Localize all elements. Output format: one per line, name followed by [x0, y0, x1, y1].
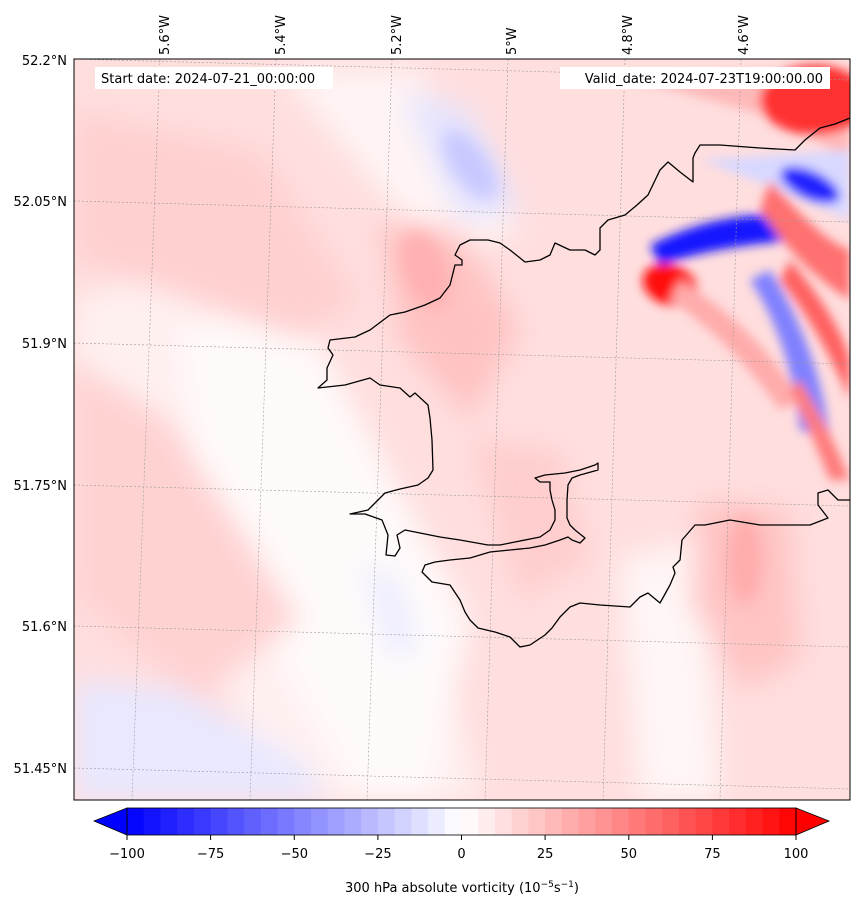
colorbar-bin [695, 808, 713, 835]
colorbar-max-extend [795, 807, 831, 836]
colorbar-bin [411, 808, 429, 835]
colorbar-bin [478, 808, 496, 835]
vorticity-field [74, 59, 850, 800]
lat-tick-label: 51.75°N [14, 479, 67, 494]
lon-tick-label: 4.6°W [737, 15, 752, 55]
colorbar-tick-label: 0 [457, 847, 465, 862]
colorbar-bin [143, 808, 161, 835]
colorbar-tick-label: −50 [281, 847, 308, 862]
lon-tick-label: 5.2°W [390, 15, 405, 55]
lon-tick-label: 4.8°W [621, 15, 636, 55]
colorbar-bin [244, 808, 262, 835]
lat-tick-labels: 52.2°N 52.05°N 51.9°N 51.75°N 51.6°N 51.… [14, 54, 67, 777]
colorbar-bin [227, 808, 245, 835]
colorbar-bin [645, 808, 663, 835]
colorbar-bin [327, 808, 345, 835]
colorbar-bin [127, 808, 145, 835]
colorbar-bin [461, 808, 479, 835]
colorbar-min-extend [92, 807, 128, 836]
lon-tick-labels: 5.6°W 5.4°W 5.2°W 5°W 4.8°W 4.6°W [158, 15, 752, 55]
colorbar-tick-label: −75 [197, 847, 224, 862]
colorbar-bin [310, 808, 329, 835]
lat-tick-label: 51.6°N [22, 620, 67, 635]
colorbar-bin [595, 808, 613, 835]
colorbar-bin [210, 808, 228, 835]
coastline [317, 117, 850, 648]
colorbar-bin [578, 808, 596, 835]
lat-tick-label: 52.2°N [22, 54, 67, 69]
colorbar-bin [494, 808, 513, 835]
colorbar-tick-label: 100 [784, 847, 809, 862]
valid-date-box [560, 67, 830, 89]
colorbar-bin [762, 808, 780, 835]
colorbar-tick-label: −100 [109, 847, 145, 862]
colorbar-bin [729, 808, 747, 835]
colorbar-bin [361, 808, 379, 835]
lat-tick-label: 52.05°N [14, 195, 67, 210]
colorbar-tick-label: 25 [537, 847, 554, 862]
colorbar-bin [277, 808, 295, 835]
colorbar-bin [444, 808, 462, 835]
colorbar-tick-label: 50 [621, 847, 638, 862]
colorbar-bin [712, 808, 730, 835]
colorbar-bin [160, 808, 178, 835]
colorbar-tick-labels: −100 −75 −50 −25 0 25 50 75 100 [109, 847, 808, 862]
colorbar-bin [612, 808, 630, 835]
lat-tick-label: 51.9°N [22, 337, 67, 352]
colorbar-bin [745, 808, 763, 835]
colorbar-bin [193, 808, 212, 835]
valid-date-label: Valid_date: 2024-07-23T19:00:00.00 [585, 72, 823, 87]
colorbar-bin [628, 808, 646, 835]
colorbar-bins [127, 808, 797, 835]
colorbar-bin [511, 808, 529, 835]
colorbar-bin [678, 808, 697, 835]
lat-tick-label: 51.45°N [14, 762, 67, 777]
colorbar-bin [260, 808, 278, 835]
colorbar: −100 −75 −50 −25 0 25 50 75 100 300 hPa … [92, 807, 831, 896]
colorbar-bin [528, 808, 546, 835]
colorbar-bin [545, 808, 563, 835]
colorbar-ticks [126, 835, 797, 840]
colorbar-title: 300 hPa absolute vorticity (10−5s−1) [345, 880, 579, 896]
colorbar-bin [779, 808, 797, 835]
map-frame [73, 58, 851, 801]
colorbar-bin [662, 808, 680, 835]
colorbar-bin [377, 808, 396, 835]
colorbar-bin [344, 808, 362, 835]
colorbar-tick-label: 75 [704, 847, 721, 862]
colorbar-bin [428, 808, 446, 835]
colorbar-bin [394, 808, 412, 835]
lon-tick-label: 5.6°W [158, 15, 173, 55]
start-date-box [95, 67, 333, 89]
colorbar-bin [177, 808, 195, 835]
colorbar-tick-label: −25 [364, 847, 391, 862]
start-date-label: Start date: 2024-07-21_00:00:00 [101, 72, 315, 87]
colorbar-bin [294, 808, 312, 835]
lon-tick-label: 5°W [505, 27, 520, 55]
colorbar-bin [561, 808, 579, 835]
graticule [74, 59, 850, 800]
lon-tick-label: 5.4°W [274, 15, 289, 55]
